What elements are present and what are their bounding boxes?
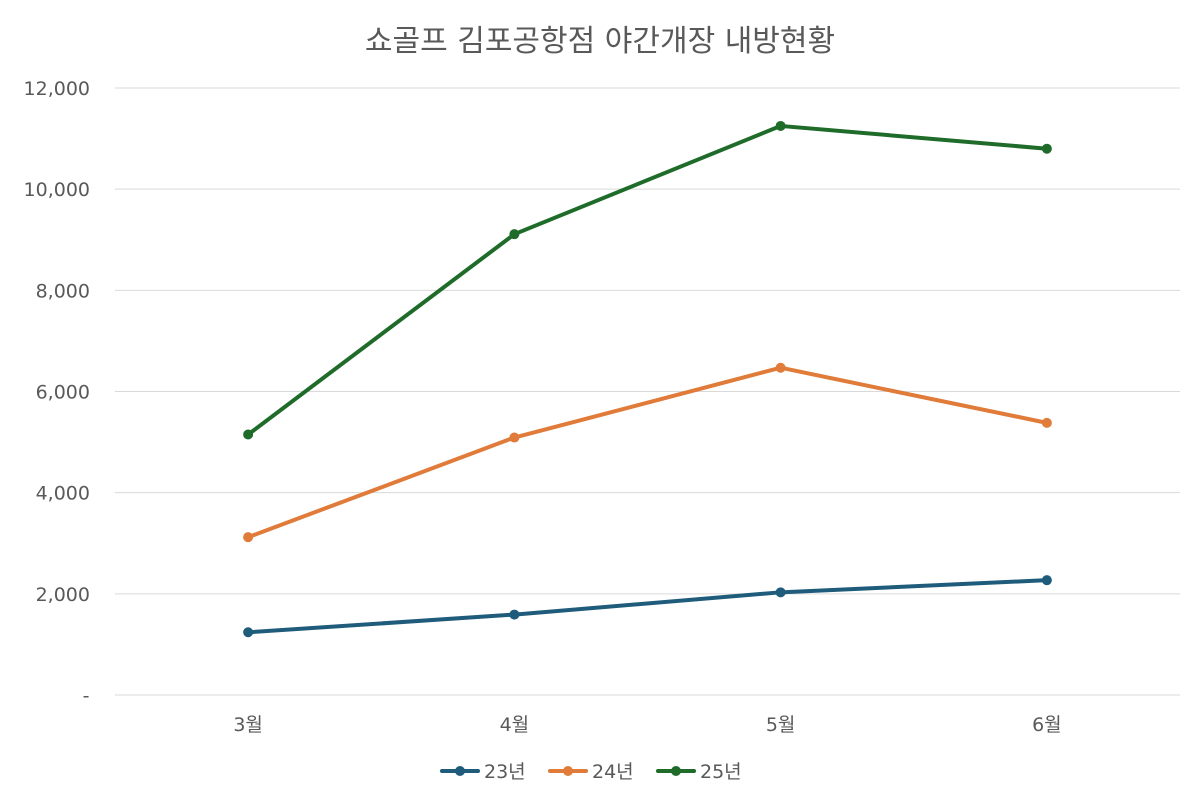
chart-title: 쇼골프 김포공항점 야간개장 내방현황 bbox=[365, 24, 835, 59]
data-point bbox=[243, 532, 254, 543]
y-tick-label: 12,000 bbox=[24, 78, 90, 100]
y-tick-label: - bbox=[83, 685, 90, 707]
y-tick-label: 8,000 bbox=[36, 280, 90, 302]
data-point bbox=[509, 609, 520, 620]
x-tick-label: 4월 bbox=[500, 714, 530, 736]
y-tick-label: 2,000 bbox=[36, 584, 90, 606]
x-tick-label: 5월 bbox=[766, 714, 796, 736]
series-23년 bbox=[243, 575, 1052, 638]
data-point bbox=[1041, 417, 1052, 428]
y-axis-tick-labels: - 2,000 4,000 6,000 8,000 10,000 12,000 bbox=[24, 78, 90, 707]
series-line bbox=[246, 123, 1049, 437]
series-lines bbox=[243, 120, 1052, 638]
series-line bbox=[246, 365, 1049, 540]
legend-label: 23년 bbox=[484, 761, 526, 783]
gridlines bbox=[115, 87, 1180, 696]
legend-item: 24년 bbox=[548, 761, 634, 783]
data-point bbox=[243, 627, 254, 638]
legend-item: 23년 bbox=[440, 761, 526, 783]
y-tick-label: 4,000 bbox=[36, 483, 90, 505]
legend-label: 24년 bbox=[592, 761, 634, 783]
x-tick-label: 6월 bbox=[1032, 714, 1062, 736]
data-point bbox=[509, 432, 520, 443]
x-tick-label: 3월 bbox=[233, 714, 263, 736]
legend-marker bbox=[563, 766, 573, 776]
x-axis-tick-labels: 3월 4월 5월 6월 bbox=[233, 714, 1061, 736]
legend-marker bbox=[671, 766, 681, 776]
data-point bbox=[1041, 575, 1052, 586]
legend-label: 25년 bbox=[700, 761, 742, 783]
series-24년 bbox=[243, 362, 1052, 543]
series-25년 bbox=[243, 120, 1052, 440]
legend-item: 25년 bbox=[656, 761, 742, 783]
data-point bbox=[243, 429, 254, 440]
data-point bbox=[775, 362, 786, 373]
data-point bbox=[509, 229, 520, 240]
data-point bbox=[775, 120, 786, 131]
data-point bbox=[775, 587, 786, 598]
y-tick-label: 6,000 bbox=[36, 382, 90, 404]
data-point bbox=[1041, 143, 1052, 154]
legend-marker bbox=[455, 766, 465, 776]
series-line bbox=[246, 578, 1049, 635]
legend: 23년 24년 25년 bbox=[440, 761, 742, 783]
y-tick-label: 10,000 bbox=[24, 179, 90, 201]
